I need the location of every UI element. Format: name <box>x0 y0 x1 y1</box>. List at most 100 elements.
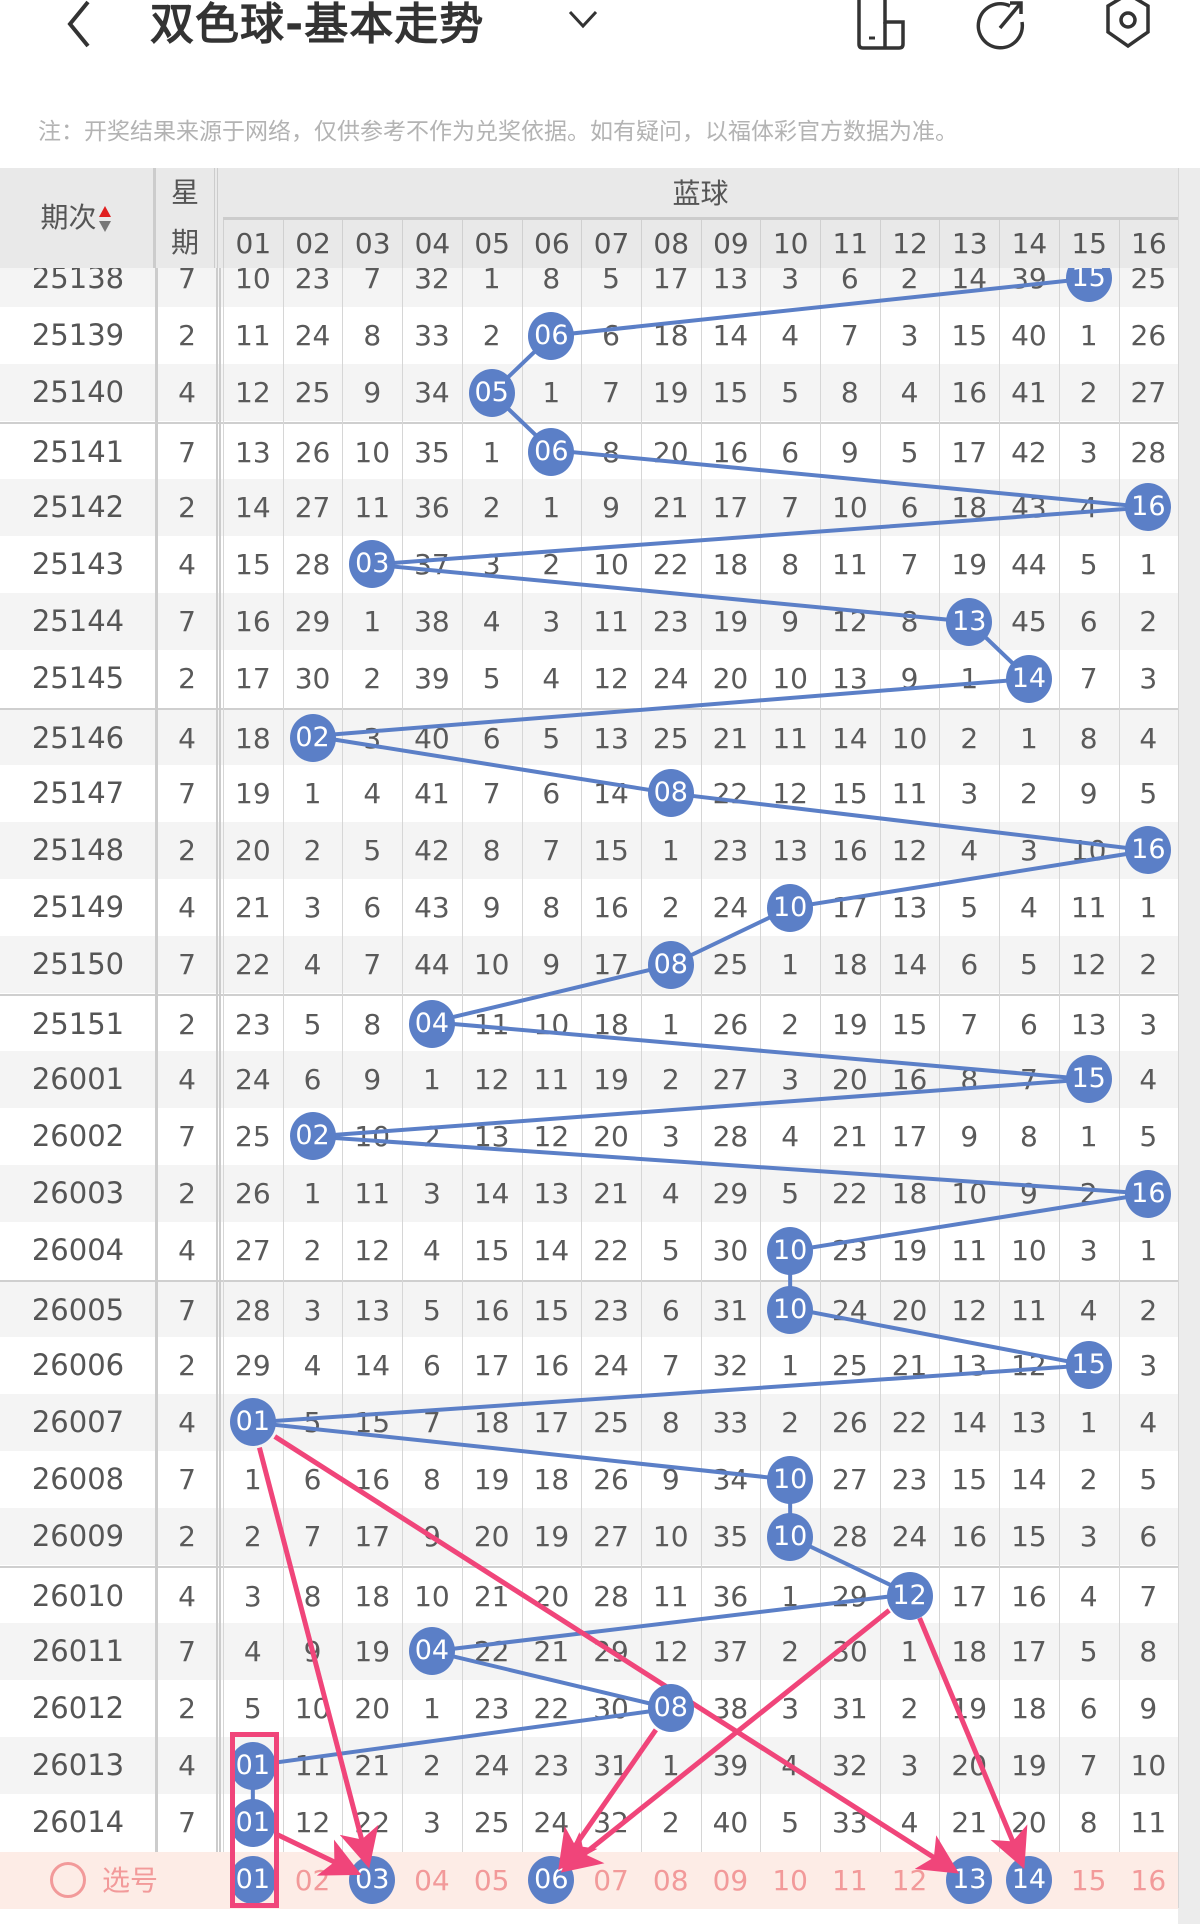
select-ball-option[interactable]: 09 <box>712 1864 749 1897</box>
miss-count-cell: 25 <box>712 948 749 982</box>
miss-count-cell: 15 <box>1011 1520 1047 1554</box>
period-cell: 26004 <box>31 1233 125 1268</box>
select-ball-selected[interactable]: 06 <box>528 1856 575 1904</box>
miss-count-cell: 1 <box>303 1177 322 1211</box>
back-chevron-icon[interactable] <box>58 0 98 50</box>
miss-count-cell: 13 <box>533 1177 570 1211</box>
select-ball-option[interactable]: 10 <box>772 1864 808 1897</box>
miss-count-cell: 2 <box>1139 1293 1158 1327</box>
period-cell: 26008 <box>31 1462 125 1497</box>
miss-count-cell: 1 <box>1079 1405 1098 1439</box>
miss-count-cell: 2 <box>482 490 501 524</box>
miss-count-cell: 25 <box>294 376 331 410</box>
miss-count-cell: 2 <box>781 1405 800 1439</box>
miss-count-cell: 17 <box>593 948 629 982</box>
miss-count-cell: 10 <box>1070 833 1107 867</box>
period-column-header[interactable]: 期次 <box>0 168 156 268</box>
miss-count-cell: 2 <box>781 1007 800 1041</box>
number-header-14: 14 <box>999 220 1059 268</box>
miss-count-cell: 6 <box>900 490 919 524</box>
miss-count-cell: 45 <box>1011 605 1047 639</box>
miss-count-cell: 15 <box>235 547 271 581</box>
table-row: 25139 2 11 24 8 33 2 06 6 18 14 4 7 3 15 40 1 26 <box>0 307 1178 365</box>
select-ball-option[interactable]: 05 <box>473 1864 510 1897</box>
miss-count-cell: 41 <box>414 776 450 810</box>
number-header-01: 01 <box>223 220 283 268</box>
week-cell: 7 <box>178 1119 196 1153</box>
miss-count-cell: 12 <box>533 1119 570 1153</box>
settings-icon[interactable] <box>1100 0 1156 50</box>
column-divider <box>581 168 583 1908</box>
miss-count-cell: 9 <box>423 1520 441 1554</box>
miss-count-cell: 26 <box>832 1405 868 1439</box>
select-ball-option[interactable]: 07 <box>593 1864 629 1897</box>
miss-count-cell: 8 <box>661 1405 680 1439</box>
period-cell: 25149 <box>31 890 125 925</box>
miss-count-cell: 19 <box>951 1691 988 1725</box>
number-header-08: 08 <box>640 220 701 268</box>
miss-count-cell: 11 <box>593 605 629 639</box>
miss-count-cell: 24 <box>294 319 331 353</box>
select-label[interactable]: 选号 <box>101 1864 158 1897</box>
miss-count-cell: 24 <box>473 1749 510 1783</box>
miss-count-cell: 34 <box>712 1463 749 1497</box>
select-ball-option[interactable]: 11 <box>832 1864 868 1897</box>
miss-count-cell: 17 <box>354 1520 391 1554</box>
select-ball-option[interactable]: 02 <box>294 1864 331 1897</box>
miss-count-cell: 30 <box>712 1234 749 1268</box>
week-cell: 4 <box>178 891 196 925</box>
miss-count-cell: 6 <box>1079 1691 1098 1725</box>
page-title: 双色球-基本走势 <box>150 0 485 50</box>
miss-count-cell: 1 <box>661 1749 680 1783</box>
miss-count-cell: 13 <box>772 833 808 867</box>
column-divider <box>1058 168 1060 1908</box>
miss-count-cell: 1 <box>1139 1234 1158 1268</box>
miss-count-cell: 1 <box>781 1579 800 1613</box>
blue-ball-hit: 13 <box>946 597 993 646</box>
column-divider <box>216 168 221 1852</box>
select-ball-option[interactable]: 16 <box>1130 1864 1167 1897</box>
miss-count-cell: 9 <box>1139 1691 1158 1725</box>
miss-count-cell: 21 <box>891 1348 928 1382</box>
miss-count-cell: 24 <box>832 1293 868 1327</box>
miss-count-cell: 20 <box>832 1062 868 1096</box>
phone-layout-icon[interactable] <box>855 0 911 50</box>
miss-count-cell: 1 <box>542 490 561 524</box>
miss-count-cell: 23 <box>832 1234 868 1268</box>
miss-count-cell: 8 <box>363 1007 382 1041</box>
miss-count-cell: 22 <box>473 1634 510 1668</box>
sort-icon[interactable] <box>97 204 113 234</box>
miss-count-cell: 42 <box>414 833 450 867</box>
select-ball-option[interactable]: 12 <box>891 1864 928 1897</box>
period-cell: 26014 <box>31 1805 125 1840</box>
select-ball-selected[interactable]: 03 <box>349 1856 396 1904</box>
miss-count-cell: 38 <box>712 1691 749 1725</box>
miss-count-cell: 22 <box>832 1177 868 1211</box>
blue-ball-hit: 08 <box>647 769 694 818</box>
blue-ball-hit: 10 <box>767 1512 814 1561</box>
week-cell: 7 <box>178 261 196 295</box>
miss-count-cell: 6 <box>1139 1520 1158 1554</box>
miss-count-cell: 6 <box>363 891 382 925</box>
number-header-15: 15 <box>1058 220 1119 268</box>
select-ball-option[interactable]: 15 <box>1070 1864 1107 1897</box>
select-ball-selected[interactable]: 01 <box>229 1856 276 1904</box>
scrollbar-track[interactable] <box>1178 168 1200 1924</box>
select-ball-option[interactable]: 04 <box>414 1864 450 1897</box>
miss-count-cell: 26 <box>235 1177 271 1211</box>
miss-count-cell: 22 <box>891 1405 928 1439</box>
miss-count-cell: 18 <box>712 547 749 581</box>
select-radio-icon[interactable] <box>50 1862 86 1898</box>
miss-count-cell: 20 <box>473 1520 510 1554</box>
miss-count-cell: 10 <box>533 1007 570 1041</box>
share-icon[interactable] <box>974 0 1030 50</box>
select-ball-option[interactable]: 08 <box>652 1864 689 1897</box>
miss-count-cell: 9 <box>363 376 382 410</box>
miss-count-cell: 2 <box>900 1691 919 1725</box>
period-cell: 26006 <box>31 1347 125 1382</box>
dropdown-chevron-icon[interactable] <box>566 8 600 32</box>
select-ball-selected[interactable]: 13 <box>946 1856 993 1904</box>
select-ball-selected[interactable]: 14 <box>1005 1856 1052 1904</box>
miss-count-cell: 19 <box>593 1062 629 1096</box>
miss-count-cell: 42 <box>1011 435 1047 469</box>
